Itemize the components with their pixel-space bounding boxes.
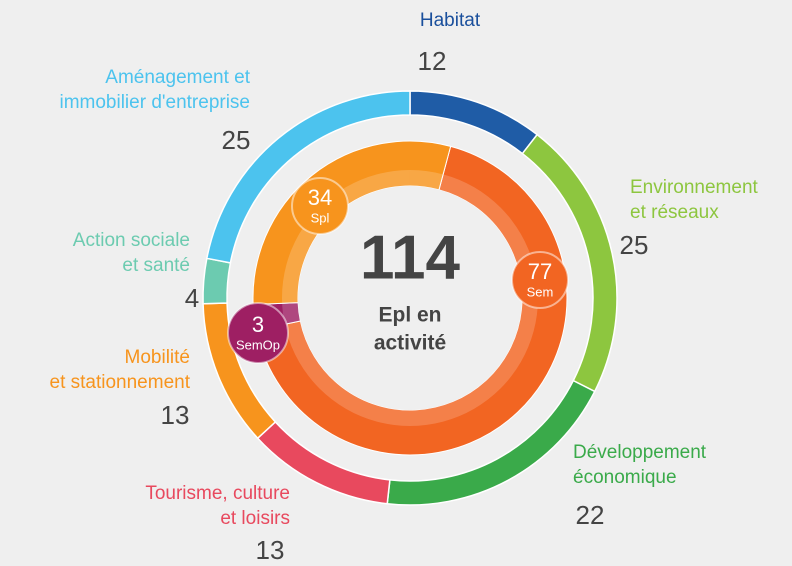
layer bbox=[202, 90, 618, 506]
badge-value: 77 bbox=[528, 259, 552, 284]
category-label: Habitat bbox=[419, 10, 481, 31]
category-label: Développement économique bbox=[573, 442, 707, 488]
total: 114 bbox=[360, 223, 461, 292]
badge-label: Sem bbox=[527, 284, 554, 299]
badge-value: 3 bbox=[252, 312, 264, 337]
badge-value: 34 bbox=[308, 185, 332, 210]
value-label: 25 bbox=[221, 125, 251, 155]
badge bbox=[227, 302, 289, 364]
category-label: Environnement et réseaux bbox=[630, 177, 758, 223]
layer bbox=[252, 140, 568, 456]
value-label: 13 bbox=[160, 400, 190, 430]
category-label: Action sociale et santé bbox=[72, 230, 190, 276]
category-label: Aménagement et immobilier d'entreprise bbox=[59, 67, 250, 113]
center-label: activité bbox=[374, 332, 446, 355]
center-disc bbox=[298, 186, 522, 410]
badge bbox=[291, 177, 349, 235]
value-label: 13 bbox=[255, 535, 285, 565]
value-label: 4 bbox=[184, 283, 200, 313]
center-label: Epl en bbox=[378, 304, 441, 327]
value-label: 12 bbox=[417, 46, 447, 76]
ring-segment bbox=[205, 90, 411, 264]
value-label: 22 bbox=[575, 500, 605, 530]
badge-label: SemOp bbox=[236, 337, 280, 352]
value-label: 25 bbox=[619, 230, 649, 260]
badge bbox=[511, 251, 569, 309]
badge-label: Spl bbox=[311, 210, 330, 225]
category-label: Tourisme, culture et loisirs bbox=[145, 483, 290, 529]
category-label: Mobilité et stationnement bbox=[49, 347, 190, 393]
